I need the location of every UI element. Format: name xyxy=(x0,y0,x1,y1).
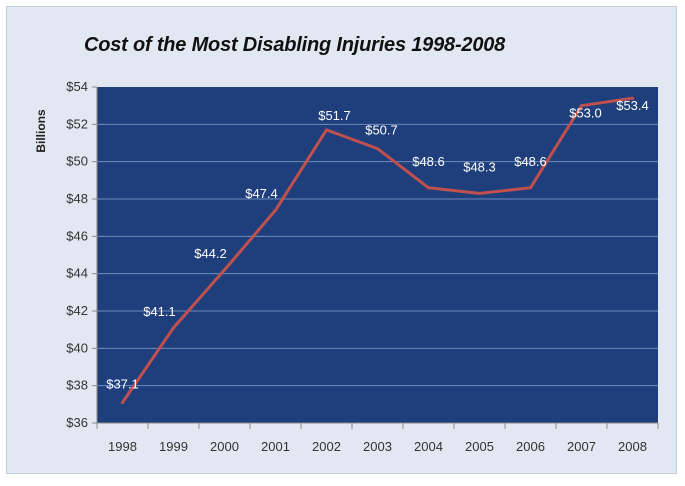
data-point xyxy=(478,191,481,195)
data-point xyxy=(223,268,226,272)
plot-area xyxy=(97,87,658,423)
x-tick-label: 2006 xyxy=(516,439,545,454)
x-tick-label: 2004 xyxy=(414,439,443,454)
x-tick-label: 2000 xyxy=(210,439,239,454)
y-tick-label: $54 xyxy=(66,79,88,94)
data-label: $48.6 xyxy=(412,154,445,169)
y-tick-label: $52 xyxy=(66,116,88,131)
data-point xyxy=(172,326,175,330)
x-tick-label: 2003 xyxy=(363,439,392,454)
data-label: $44.2 xyxy=(194,246,227,261)
x-tick-label: 1998 xyxy=(108,439,137,454)
x-tick-label: 2007 xyxy=(567,439,596,454)
x-tick-label: 1999 xyxy=(159,439,188,454)
y-tick-label: $38 xyxy=(66,378,88,393)
data-label: $50.7 xyxy=(365,123,398,138)
data-label: $48.3 xyxy=(463,159,496,174)
y-tick-label: $50 xyxy=(66,154,88,169)
data-label: $47.4 xyxy=(245,186,278,201)
data-point xyxy=(580,104,583,108)
data-point xyxy=(274,208,277,212)
x-tick-label: 2008 xyxy=(618,439,647,454)
x-tick-label: 2002 xyxy=(312,439,341,454)
data-label: $41.1 xyxy=(143,304,176,319)
y-tick-label: $42 xyxy=(66,303,88,318)
data-point xyxy=(121,400,124,404)
data-point xyxy=(529,186,532,190)
x-tick-label: 2005 xyxy=(465,439,494,454)
data-label: $37.1 xyxy=(106,376,139,391)
y-tick-label: $48 xyxy=(66,191,88,206)
data-point xyxy=(631,96,634,100)
y-tick-label: $46 xyxy=(66,228,88,243)
chart-title: Cost of the Most Disabling Injuries 1998… xyxy=(84,34,506,56)
data-label: $53.0 xyxy=(569,106,602,121)
data-label: $51.7 xyxy=(318,108,351,123)
data-point xyxy=(427,186,430,190)
y-tick-label: $36 xyxy=(66,415,88,430)
y-tick-label: $44 xyxy=(66,266,88,281)
data-point xyxy=(376,147,379,151)
data-label: $48.6 xyxy=(514,154,547,169)
y-tick-label: $40 xyxy=(66,340,88,355)
x-tick-label: 2001 xyxy=(261,439,290,454)
y-axis-title: Billions xyxy=(34,109,48,153)
data-label: $53.4 xyxy=(616,98,649,113)
data-point xyxy=(325,128,328,132)
